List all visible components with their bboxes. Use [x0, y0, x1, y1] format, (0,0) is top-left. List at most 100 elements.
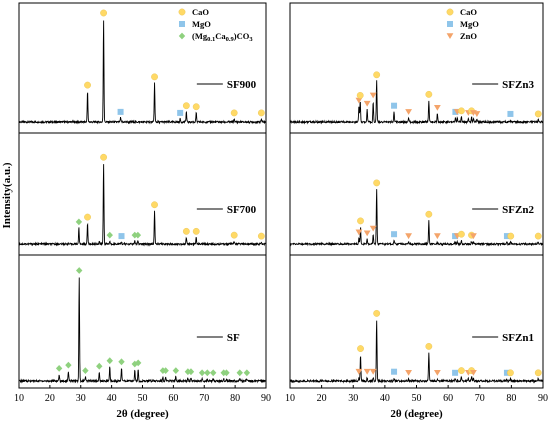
x-tick-label: 10	[285, 393, 295, 404]
legend-label: CaO	[192, 7, 209, 17]
x-tick-label: 20	[317, 393, 327, 404]
peak-marker-mgcaco3	[204, 369, 211, 377]
peak-marker-zno	[433, 233, 441, 240]
x-tick-label: 90	[538, 393, 548, 404]
legend-label: MgO	[192, 19, 211, 29]
peak-marker-cao	[100, 9, 107, 17]
peak-marker-cao	[230, 109, 238, 117]
x-tick-label: 70	[199, 393, 209, 404]
peak-marker-zno	[355, 97, 363, 104]
peak-marker-cao	[356, 92, 364, 99]
series-label: SF900	[227, 79, 257, 91]
peak-marker-zno	[405, 233, 412, 240]
peak-marker-zno	[433, 370, 441, 376]
right-x-axis-label: 2θ (degree)	[390, 408, 443, 420]
x-tick-label: 30	[76, 393, 86, 404]
peak-marker-zno	[363, 230, 371, 237]
left-x-ticks: 10 20 30 40 50 60 70 80 90	[14, 385, 271, 404]
peak-marker-zno	[470, 233, 477, 240]
peak-marker-zno	[363, 368, 371, 375]
x-tick-label: 40	[380, 393, 390, 404]
peak-marker-zno	[355, 229, 363, 236]
peak-marker-cao	[182, 227, 190, 235]
left-legend: CaO MgO (Mg0.1Ca0.9)CO3	[178, 7, 253, 43]
peak-marker-zno	[473, 111, 481, 117]
left-phase-markers	[55, 9, 265, 377]
peak-marker-cao	[192, 227, 200, 235]
x-tick-label: 80	[230, 393, 240, 404]
peak-marker-mgo	[391, 102, 398, 109]
peak-marker-zno	[433, 104, 441, 111]
right-traces	[289, 80, 544, 384]
peak-marker-mgo	[117, 108, 124, 115]
legend-label: MgO	[460, 19, 479, 29]
peak-marker-mgcaco3	[76, 267, 83, 274]
series-label: SF700	[227, 204, 257, 216]
peak-marker-cao	[425, 210, 433, 218]
peak-marker-cao	[534, 232, 542, 240]
legend-marker-mgcaco3	[178, 32, 186, 40]
peak-marker-mgcaco3	[106, 357, 113, 365]
right-phase-markers	[355, 71, 542, 377]
peak-marker-zno	[363, 100, 371, 107]
x-tick-label: 20	[45, 393, 55, 404]
x-tick-label: 30	[348, 393, 358, 404]
peak-marker-mgo	[503, 369, 510, 376]
peak-marker-mgcaco3	[187, 368, 195, 376]
peak-marker-cao	[100, 153, 107, 161]
peak-marker-cao	[534, 369, 542, 377]
peak-marker-mgcaco3	[134, 231, 142, 239]
left-traces	[18, 20, 267, 384]
x-tick-label: 10	[14, 393, 24, 404]
legend-marker-mgo	[179, 21, 185, 27]
left-series-labels: SF900 SF700 SF	[196, 79, 257, 344]
x-tick-label: 70	[475, 393, 485, 404]
peak-marker-mgcaco3	[65, 361, 72, 369]
peak-marker-cao	[507, 232, 515, 240]
series-line-sf	[18, 277, 267, 384]
panel-left: 10 20 30 40 50 60 70 80 90 SF900 SF700 SF CaO MgO (M…	[1, 2, 271, 420]
peak-marker-mgcaco3	[198, 369, 206, 377]
peak-marker-mgcaco3	[236, 369, 243, 377]
peak-marker-mgcaco3	[131, 360, 138, 368]
legend-marker-cao	[446, 8, 454, 16]
peak-marker-cao	[192, 103, 200, 111]
peak-marker-mgcaco3	[106, 231, 113, 239]
series-label: SFZn3	[502, 79, 534, 91]
peak-marker-mgo	[118, 233, 125, 240]
peak-marker-cao	[151, 201, 158, 209]
peak-marker-mgcaco3	[96, 362, 103, 370]
peak-marker-cao	[458, 230, 465, 238]
peak-marker-cao	[84, 213, 91, 221]
peak-marker-mgcaco3	[55, 365, 63, 372]
peak-marker-cao	[507, 369, 514, 377]
legend-label: (Mg0.1Ca0.9)CO3	[192, 31, 253, 43]
peak-marker-mgo	[452, 369, 459, 376]
legend-label: ZnO	[460, 31, 477, 41]
peak-marker-zno	[369, 368, 377, 375]
right-x-ticks: 10 20 30 40 50 60 70 80 90	[285, 385, 548, 404]
peak-marker-zno	[369, 92, 377, 99]
x-tick-label: 50	[138, 393, 148, 404]
peak-marker-mgcaco3	[172, 367, 180, 374]
left-x-axis-label: 2θ (degree)	[116, 408, 169, 420]
peak-marker-mgcaco3	[162, 367, 169, 374]
right-legend: CaO MgO ZnO	[446, 7, 479, 41]
peak-marker-cao	[373, 179, 381, 187]
peak-marker-cao	[357, 217, 364, 225]
right-series-labels: SFZn3 SFZn2 SFZn1	[472, 79, 534, 344]
peak-marker-zno	[355, 368, 363, 375]
peak-marker-mgcaco3	[243, 369, 251, 377]
series-line-sf700	[18, 164, 267, 247]
x-tick-label: 50	[412, 393, 422, 404]
peak-marker-zno	[470, 370, 477, 376]
panel-right: 10 20 30 40 50 60 70 80 90 SFZn3 SFZn2 SFZn1 CaO Mg…	[285, 2, 548, 420]
peak-marker-zno	[369, 225, 377, 232]
peak-marker-cao	[257, 109, 265, 117]
peak-marker-mgo	[391, 231, 398, 238]
peak-marker-cao	[373, 71, 381, 79]
left-plot-frame	[18, 2, 267, 389]
peak-marker-mgo	[452, 233, 459, 240]
peak-marker-mgo	[452, 108, 459, 115]
